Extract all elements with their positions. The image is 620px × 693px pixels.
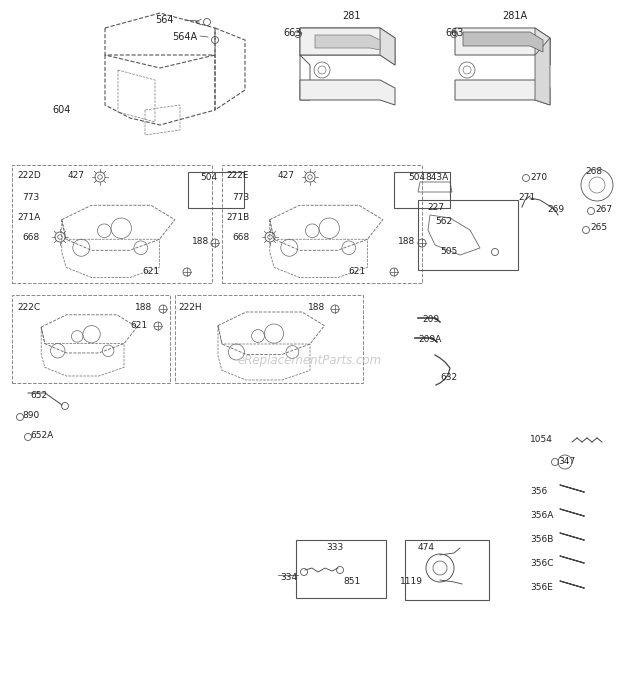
Bar [188,172,244,208]
Text: 268: 268 [585,168,602,177]
Text: 271A: 271A [17,213,40,222]
Text: 474: 474 [418,543,435,552]
Text: 271: 271 [518,193,535,202]
Polygon shape [535,38,550,105]
Text: 604: 604 [52,105,71,115]
Text: 209: 209 [422,315,439,324]
Polygon shape [455,28,550,65]
Text: 427: 427 [68,171,85,180]
Text: 663: 663 [283,28,301,38]
Polygon shape [455,80,550,105]
Text: 427: 427 [278,171,295,180]
Text: 564A: 564A [172,32,197,42]
Text: 652A: 652A [30,430,53,439]
Text: 271B: 271B [226,213,249,222]
Bar [12,295,170,383]
Text: 356B: 356B [530,536,554,545]
Text: 265: 265 [590,224,607,232]
Text: 227: 227 [427,204,444,213]
Text: 356C: 356C [530,559,554,568]
Bar [175,295,363,383]
Text: 222D: 222D [17,171,41,180]
Text: 269: 269 [547,206,564,215]
Text: 843A: 843A [425,173,448,182]
Text: 562: 562 [435,218,452,227]
Text: 668: 668 [22,232,39,241]
Text: 1054: 1054 [530,435,553,444]
Text: 668: 668 [232,232,249,241]
Text: 347: 347 [558,457,575,466]
Polygon shape [315,35,380,50]
Text: 851: 851 [343,577,360,586]
Bar [394,172,450,208]
Text: 621: 621 [142,267,159,277]
Text: eReplacementParts.com: eReplacementParts.com [238,354,382,367]
Text: 621: 621 [348,267,365,277]
Text: 356: 356 [530,487,547,496]
Text: 1119: 1119 [400,577,423,586]
Bar [222,165,422,283]
Polygon shape [535,28,550,65]
Polygon shape [380,28,395,65]
Text: 270: 270 [530,173,547,182]
Bar [296,540,386,598]
Text: 222E: 222E [226,171,249,180]
Polygon shape [300,80,395,105]
Text: 222H: 222H [178,304,202,313]
Text: 222C: 222C [17,304,40,313]
Text: 281: 281 [342,11,360,21]
Bar [405,540,489,600]
Text: 188: 188 [135,304,153,313]
Text: 281A: 281A [502,11,527,21]
Text: 356E: 356E [530,584,553,593]
Text: 663: 663 [445,28,463,38]
Bar [418,200,518,270]
Text: 356A: 356A [530,511,554,520]
Text: 333: 333 [326,543,343,552]
Text: 505: 505 [440,247,458,256]
Text: 890: 890 [22,410,39,419]
Text: 504: 504 [408,173,425,182]
Text: 188: 188 [192,238,210,247]
Polygon shape [463,32,543,52]
Text: 564: 564 [155,15,174,25]
Text: 652: 652 [30,390,47,399]
Text: 188: 188 [398,238,415,247]
Text: 334: 334 [280,572,297,581]
Text: 632: 632 [440,374,457,383]
Polygon shape [300,28,395,65]
Text: 621: 621 [130,322,147,331]
Text: 504: 504 [200,173,217,182]
Text: 188: 188 [308,304,326,313]
Text: 267: 267 [595,206,612,215]
Text: 773: 773 [232,193,249,202]
Text: 209A: 209A [418,335,441,344]
Bar [12,165,212,283]
Text: 773: 773 [22,193,39,202]
